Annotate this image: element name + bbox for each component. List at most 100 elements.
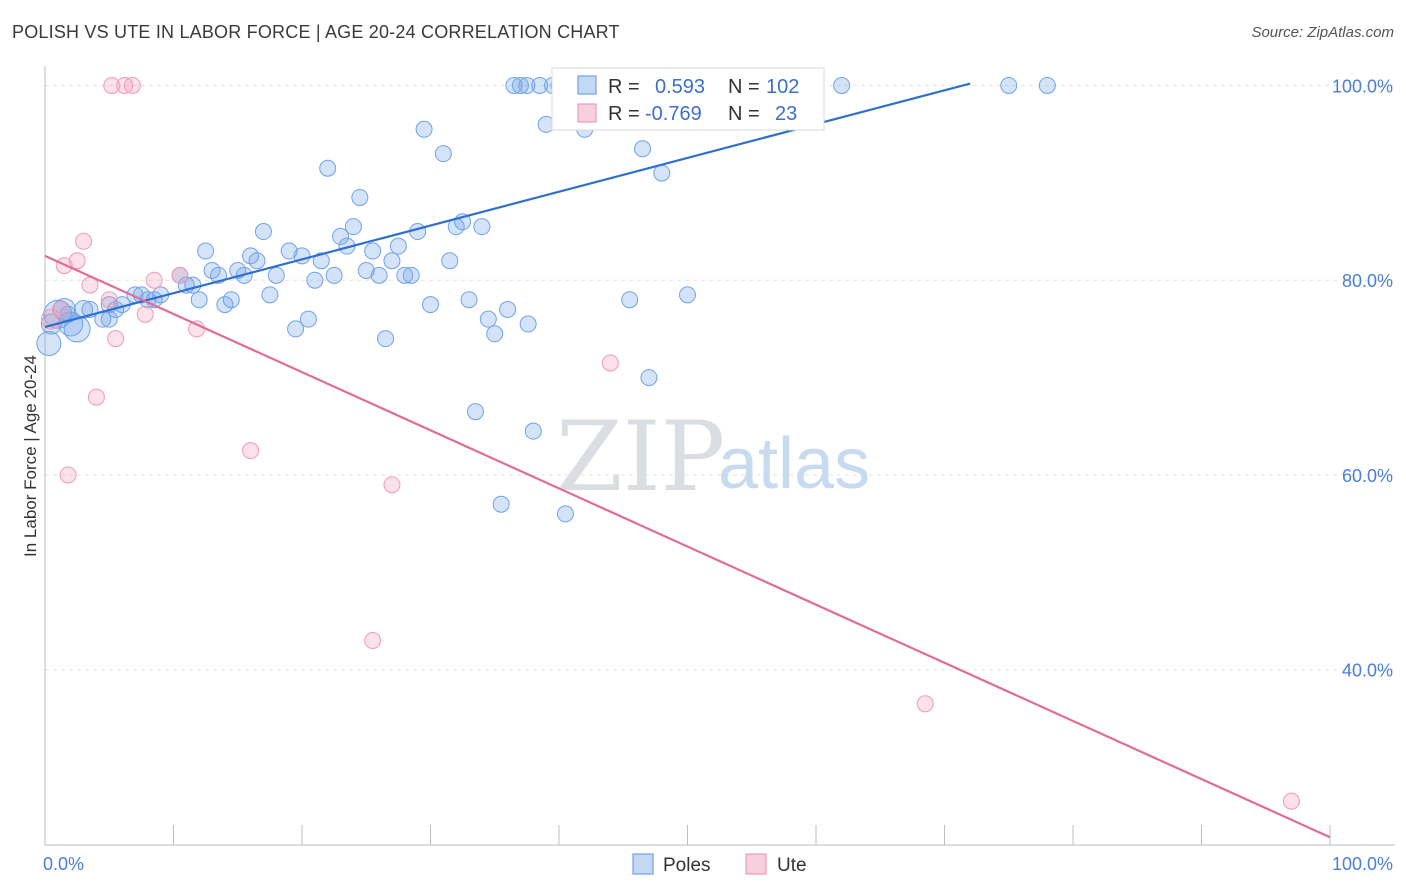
poles-point — [519, 315, 537, 333]
ute-point — [68, 252, 86, 270]
poles-point — [460, 291, 478, 309]
poles-point — [40, 313, 62, 335]
legend-poles-label: Poles — [663, 855, 711, 876]
watermark-zip: ZIP — [556, 401, 725, 513]
poles-point — [287, 320, 305, 338]
poles-swatch — [577, 75, 597, 95]
poles-point — [36, 331, 62, 357]
poles-point — [422, 296, 439, 314]
poles-n-label: N = — [728, 76, 760, 98]
poles-point — [261, 286, 279, 304]
series-legend: Poles Ute — [632, 853, 807, 876]
ute-point — [75, 232, 93, 250]
poles-point — [640, 369, 658, 387]
poles-point — [1038, 76, 1056, 94]
poles-point — [473, 218, 491, 236]
watermark: ZIP atlas — [556, 401, 870, 513]
poles-point — [518, 76, 536, 94]
ute-point — [107, 330, 125, 348]
poles-point — [325, 266, 343, 284]
ute-point — [51, 300, 69, 318]
y-tick-label: 60.0% — [1342, 466, 1393, 486]
poles-point — [357, 261, 375, 279]
poles-point — [634, 140, 652, 158]
ute-trend-line — [44, 254, 1331, 839]
chart-title: POLISH VS UTE IN LABOR FORCE | AGE 20-24… — [12, 22, 620, 42]
poles-point — [248, 252, 266, 270]
x-tick-label-max: 100.0% — [1332, 854, 1393, 874]
ute-point — [136, 305, 154, 323]
poles-r-value: 0.593 — [655, 76, 705, 98]
poles-point — [254, 223, 272, 241]
poles-point — [364, 242, 382, 260]
ute-r-value: -0.769 — [645, 103, 702, 125]
poles-point — [441, 252, 459, 270]
ute-point — [145, 271, 163, 289]
legend-ute-swatch — [745, 853, 767, 875]
poles-point — [1000, 76, 1018, 94]
poles-point — [383, 252, 401, 270]
poles-point — [621, 291, 639, 309]
poles-point — [306, 271, 324, 289]
poles-r-label: R = — [608, 76, 640, 98]
poles-point — [312, 252, 330, 270]
ute-r-label: R = — [608, 103, 640, 125]
poles-point — [556, 505, 574, 523]
poles-point — [679, 286, 696, 304]
poles-point — [531, 76, 549, 94]
poles-point — [466, 403, 484, 421]
watermark-atlas: atlas — [718, 424, 870, 504]
poles-point — [505, 76, 523, 94]
poles-point — [100, 310, 118, 328]
poles-trend-line — [44, 82, 971, 329]
poles-point — [370, 266, 388, 284]
poles-point — [344, 218, 362, 236]
poles-point — [409, 223, 427, 241]
poles-point — [479, 310, 497, 328]
poles-point — [332, 227, 350, 245]
ute-point — [59, 466, 77, 484]
poles-point — [499, 300, 517, 318]
poles-point — [434, 145, 452, 163]
ute-point — [171, 266, 189, 284]
x-tick-label-min: 0.0% — [43, 854, 84, 874]
poles-point — [415, 120, 433, 138]
ute-point — [123, 76, 141, 94]
ute-point — [87, 388, 105, 406]
ute-point — [100, 291, 118, 309]
poles-point — [280, 242, 298, 260]
ute-point — [383, 476, 401, 494]
poles-point — [511, 76, 529, 94]
y-tick-label: 80.0% — [1342, 271, 1393, 291]
poles-point — [377, 330, 395, 348]
ute-point — [103, 76, 121, 94]
ute-point — [242, 442, 260, 460]
poles-point — [319, 159, 337, 177]
poles-point — [396, 266, 414, 284]
poles-point — [351, 188, 369, 206]
poles-point — [653, 164, 671, 182]
ute-point — [601, 354, 619, 372]
poles-point — [267, 266, 285, 284]
poles-point — [197, 242, 215, 260]
poles-point — [524, 422, 542, 440]
poles-point — [299, 310, 317, 328]
legend-ute-label: Ute — [777, 855, 807, 876]
poles-point — [492, 495, 510, 513]
y-axis-label: In Labor Force | Age 20-24 — [21, 355, 40, 557]
poles-point — [190, 291, 208, 309]
ute-n-label: N = — [728, 103, 760, 125]
poles-n-value: 102 — [766, 76, 799, 98]
stats-legend: R = 0.593 N = 102 R = -0.769 N = 23 — [551, 67, 825, 131]
ute-swatch — [577, 103, 597, 123]
stats-legend-frame — [551, 67, 825, 131]
poles-point — [833, 76, 851, 94]
axes — [44, 66, 1395, 846]
y-tick-label: 100.0% — [1332, 76, 1393, 96]
tick-labels: 40.0% 60.0% 80.0% 100.0% 0.0% 100.0% — [43, 76, 1393, 874]
ute-point — [916, 695, 934, 713]
poles-point — [486, 325, 504, 343]
poles-point — [389, 237, 407, 255]
grid-lines — [45, 84, 1395, 671]
